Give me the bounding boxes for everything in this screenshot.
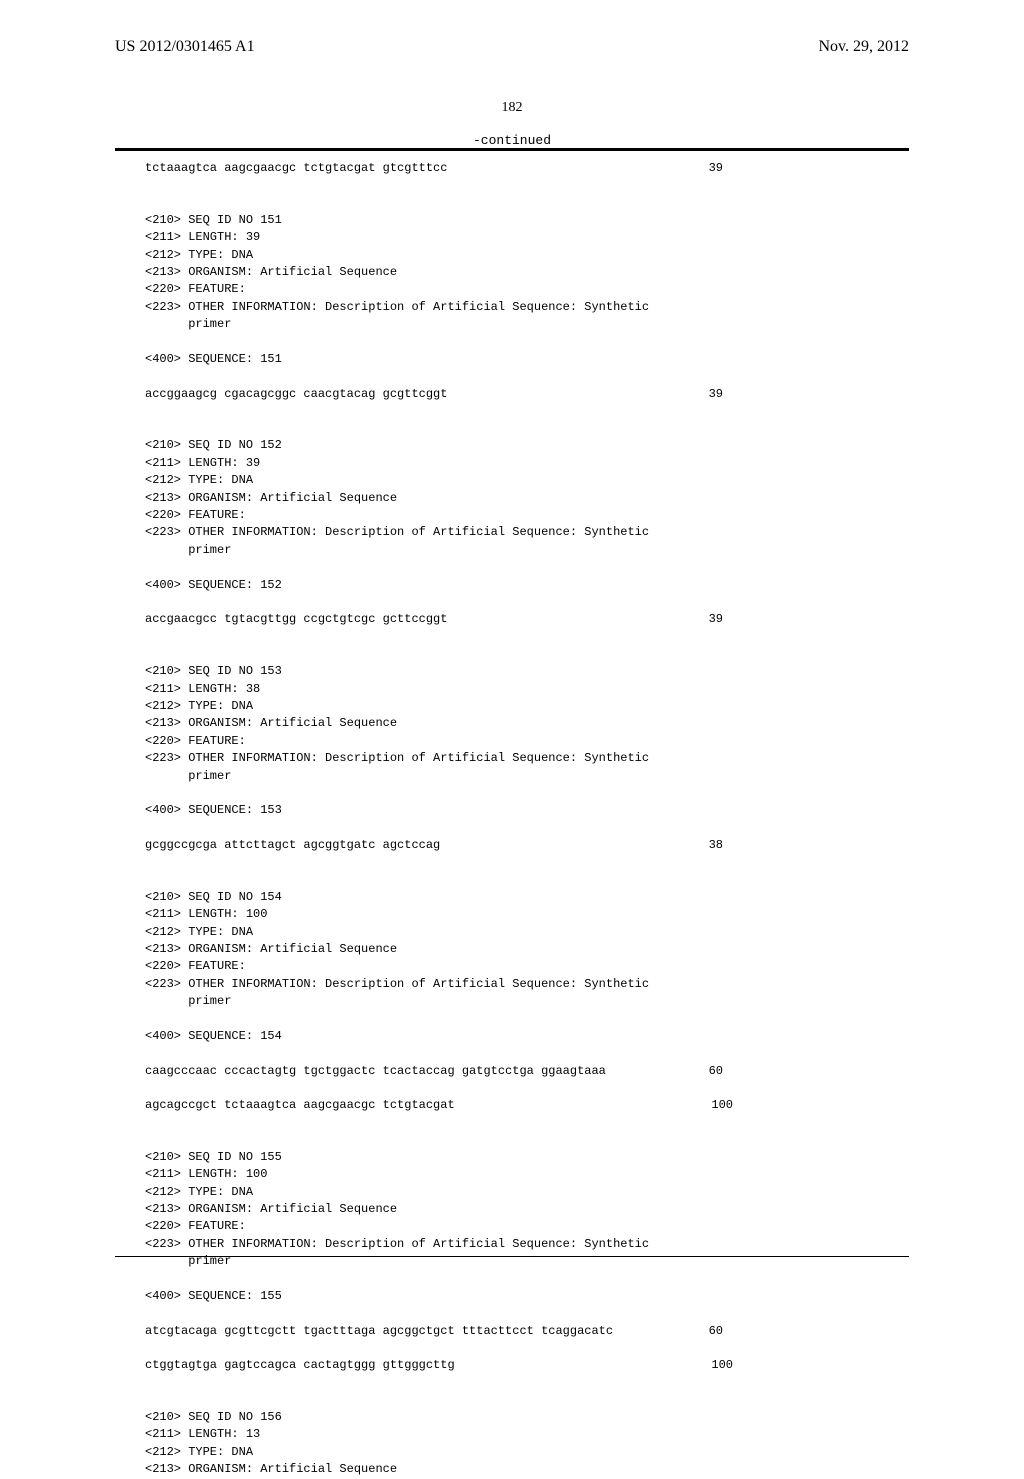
sequence-line: caagcccaac cccactagtg tgctggactc tcactac… xyxy=(145,1063,764,1080)
text-line: <210> SEQ ID NO 153 xyxy=(145,663,764,680)
sequence-position: 39 xyxy=(693,160,723,177)
sequence-position: 60 xyxy=(693,1063,723,1080)
text-line: <212> TYPE: DNA xyxy=(145,1444,764,1461)
text-line: <210> SEQ ID NO 156 xyxy=(145,1409,764,1426)
sequence-line: tctaaagtca aagcgaacgc tctgtacgat gtcgttt… xyxy=(145,160,764,177)
sequence-text: caagcccaac cccactagtg tgctggactc tcactac… xyxy=(145,1063,606,1080)
text-line: <210> SEQ ID NO 154 xyxy=(145,889,764,906)
horizontal-rule-top xyxy=(115,148,909,151)
sequence-position: 100 xyxy=(703,1097,733,1114)
blank-line xyxy=(145,628,764,645)
blank-line xyxy=(145,1392,764,1409)
text-line: <212> TYPE: DNA xyxy=(145,924,764,941)
sequence-listing: tctaaagtca aagcgaacgc tctgtacgat gtcgttt… xyxy=(145,160,764,1479)
blank-line xyxy=(145,594,764,611)
text-line: <223> OTHER INFORMATION: Description of … xyxy=(145,524,764,541)
blank-line xyxy=(145,559,764,576)
sequence-text: atcgtacaga gcgttcgctt tgactttaga agcggct… xyxy=(145,1323,613,1340)
text-line: <220> FEATURE: xyxy=(145,733,764,750)
text-line: <220> FEATURE: xyxy=(145,1218,764,1235)
text-line: <211> LENGTH: 39 xyxy=(145,229,764,246)
text-line: primer xyxy=(145,768,764,785)
text-line: <220> FEATURE: xyxy=(145,507,764,524)
text-line: <213> ORGANISM: Artificial Sequence xyxy=(145,715,764,732)
sequence-line: agcagccgct tctaaagtca aagcgaacgc tctgtac… xyxy=(145,1097,764,1114)
blank-line xyxy=(145,1271,764,1288)
text-line: <223> OTHER INFORMATION: Description of … xyxy=(145,976,764,993)
text-line: <213> ORGANISM: Artificial Sequence xyxy=(145,490,764,507)
text-line: primer xyxy=(145,542,764,559)
sequence-position: 60 xyxy=(693,1323,723,1340)
blank-line xyxy=(145,368,764,385)
blank-line xyxy=(145,1045,764,1062)
text-line: <211> LENGTH: 100 xyxy=(145,906,764,923)
text-line: <213> ORGANISM: Artificial Sequence xyxy=(145,264,764,281)
sequence-position: 39 xyxy=(693,386,723,403)
text-line: <400> SEQUENCE: 153 xyxy=(145,802,764,819)
sequence-position: 100 xyxy=(703,1357,733,1374)
text-line: <400> SEQUENCE: 155 xyxy=(145,1288,764,1305)
sequence-line: ctggtagtga gagtccagca cactagtggg gttgggc… xyxy=(145,1357,764,1374)
sequence-line: accgaacgcc tgtacgttgg ccgctgtcgc gcttccg… xyxy=(145,611,764,628)
sequence-text: accggaagcg cgacagcggc caacgtacag gcgttcg… xyxy=(145,386,447,403)
text-line: <212> TYPE: DNA xyxy=(145,472,764,489)
blank-line xyxy=(145,420,764,437)
text-line: <223> OTHER INFORMATION: Description of … xyxy=(145,1236,764,1253)
text-line: <212> TYPE: DNA xyxy=(145,1184,764,1201)
continued-label: -continued xyxy=(0,133,1024,148)
text-line: <213> ORGANISM: Artificial Sequence xyxy=(145,1201,764,1218)
blank-line xyxy=(145,194,764,211)
text-line: <220> FEATURE: xyxy=(145,281,764,298)
horizontal-rule-bottom xyxy=(115,1256,909,1257)
text-line: <210> SEQ ID NO 152 xyxy=(145,437,764,454)
sequence-line: atcgtacaga gcgttcgctt tgactttaga agcggct… xyxy=(145,1323,764,1340)
text-line: primer xyxy=(145,993,764,1010)
sequence-line: gcggccgcga attcttagct agcggtgatc agctcca… xyxy=(145,837,764,854)
blank-line xyxy=(145,334,764,351)
sequence-text: tctaaagtca aagcgaacgc tctgtacgat gtcgttt… xyxy=(145,160,447,177)
blank-line xyxy=(145,1011,764,1028)
sequence-text: ctggtagtga gagtccagca cactagtggg gttgggc… xyxy=(145,1357,455,1374)
blank-line xyxy=(145,1305,764,1322)
publication-number: US 2012/0301465 A1 xyxy=(115,38,255,56)
sequence-text: accgaacgcc tgtacgttgg ccgctgtcgc gcttccg… xyxy=(145,611,447,628)
text-line: <210> SEQ ID NO 151 xyxy=(145,212,764,229)
text-line: <213> ORGANISM: Artificial Sequence xyxy=(145,1461,764,1478)
blank-line xyxy=(145,1114,764,1131)
sequence-position: 38 xyxy=(693,837,723,854)
text-line: <223> OTHER INFORMATION: Description of … xyxy=(145,750,764,767)
blank-line xyxy=(145,646,764,663)
text-line: <211> LENGTH: 39 xyxy=(145,455,764,472)
text-line: <400> SEQUENCE: 151 xyxy=(145,351,764,368)
blank-line xyxy=(145,1132,764,1149)
text-line: <213> ORGANISM: Artificial Sequence xyxy=(145,941,764,958)
sequence-line: accggaagcg cgacagcggc caacgtacag gcgttcg… xyxy=(145,386,764,403)
text-line: <400> SEQUENCE: 154 xyxy=(145,1028,764,1045)
text-line: <212> TYPE: DNA xyxy=(145,247,764,264)
text-line: <223> OTHER INFORMATION: Description of … xyxy=(145,299,764,316)
blank-line xyxy=(145,1340,764,1357)
blank-line xyxy=(145,1080,764,1097)
text-line: <211> LENGTH: 38 xyxy=(145,681,764,698)
sequence-text: gcggccgcga attcttagct agcggtgatc agctcca… xyxy=(145,837,440,854)
publication-date: Nov. 29, 2012 xyxy=(818,38,909,56)
blank-line xyxy=(145,177,764,194)
blank-line xyxy=(145,785,764,802)
text-line: primer xyxy=(145,316,764,333)
blank-line xyxy=(145,871,764,888)
sequence-position: 39 xyxy=(693,611,723,628)
blank-line xyxy=(145,403,764,420)
text-line: <211> LENGTH: 13 xyxy=(145,1426,764,1443)
text-line: <220> FEATURE: xyxy=(145,958,764,975)
text-line: <400> SEQUENCE: 152 xyxy=(145,577,764,594)
text-line: <210> SEQ ID NO 155 xyxy=(145,1149,764,1166)
blank-line xyxy=(145,820,764,837)
blank-line xyxy=(145,854,764,871)
page-number: 182 xyxy=(0,100,1024,116)
sequence-text: agcagccgct tctaaagtca aagcgaacgc tctgtac… xyxy=(145,1097,455,1114)
blank-line xyxy=(145,1374,764,1391)
text-line: <211> LENGTH: 100 xyxy=(145,1166,764,1183)
text-line: <212> TYPE: DNA xyxy=(145,698,764,715)
